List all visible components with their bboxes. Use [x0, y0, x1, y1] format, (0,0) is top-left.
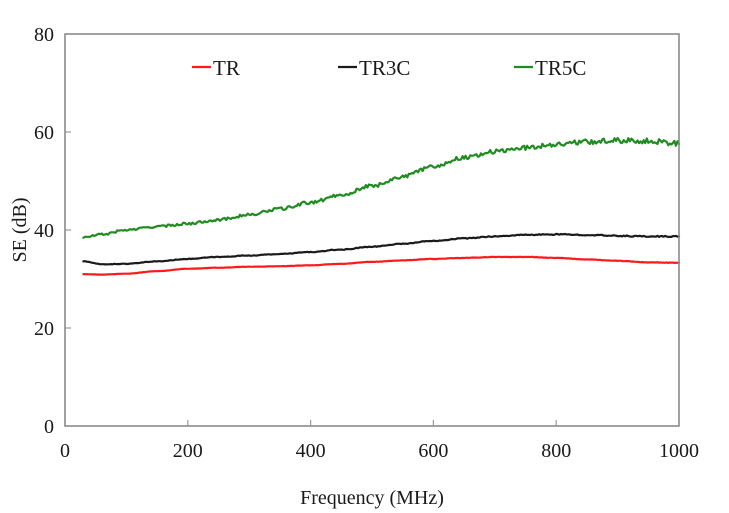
series-line-tr — [82, 255, 681, 276]
x-tick-label: 0 — [60, 440, 70, 462]
y-tick-labels: 0 20 40 60 80 — [34, 24, 54, 438]
series-line-tr3c — [82, 232, 681, 266]
x-tick-label: 800 — [541, 440, 571, 462]
legend-item-tr5c: TR5C — [514, 56, 586, 80]
legend-label: TR — [213, 56, 240, 80]
x-tick-label: 200 — [173, 440, 203, 462]
axis-ticks — [65, 131, 557, 426]
plot-frame — [64, 33, 680, 427]
x-tick-labels: 0 200 400 600 800 1000 — [60, 440, 699, 462]
y-tick-label: 0 — [44, 416, 54, 438]
legend-label: TR5C — [535, 56, 586, 80]
y-tick-label: 60 — [34, 122, 54, 144]
x-tick-label: 1000 — [659, 440, 699, 462]
series-lines — [82, 136, 681, 276]
legend-item-tr3c: TR3C — [338, 56, 410, 80]
y-tick-label: 80 — [34, 24, 54, 46]
y-tick-label: 40 — [34, 220, 54, 242]
x-tick-label: 600 — [418, 440, 448, 462]
x-tick-label: 400 — [296, 440, 326, 462]
series-line-tr5c — [82, 136, 681, 239]
y-axis-title: SE (dB) — [9, 198, 31, 263]
legend-item-tr: TR — [192, 56, 240, 80]
legend-label: TR3C — [359, 56, 410, 80]
y-tick-label: 20 — [34, 318, 54, 340]
legend: TR TR3C TR5C — [192, 56, 586, 80]
x-axis-title: Frequency (MHz) — [300, 487, 444, 509]
